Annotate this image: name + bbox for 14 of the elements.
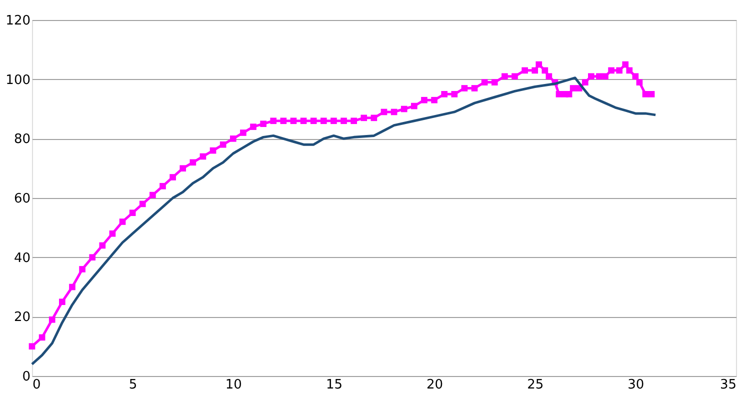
y-tick-label: 60 [14, 192, 30, 206]
y-tick-label: 120 [6, 14, 30, 28]
x-tick-label: 30 [628, 378, 644, 392]
y-tick-label: 80 [14, 132, 30, 148]
x-tick-label: 20 [426, 378, 444, 392]
y-tick-label: 100 [6, 72, 30, 88]
x-tick-label: 25 [527, 378, 544, 392]
y-tick-label: 20 [14, 310, 30, 326]
x-tick-label: 5 [128, 378, 138, 392]
x-tick-label: 35 [720, 378, 736, 392]
y-tick-label: 40 [14, 250, 30, 266]
x-tick-label: 0 [32, 378, 41, 392]
x-tick-label: 10 [225, 378, 242, 392]
x-tick-label: 15 [326, 378, 342, 392]
